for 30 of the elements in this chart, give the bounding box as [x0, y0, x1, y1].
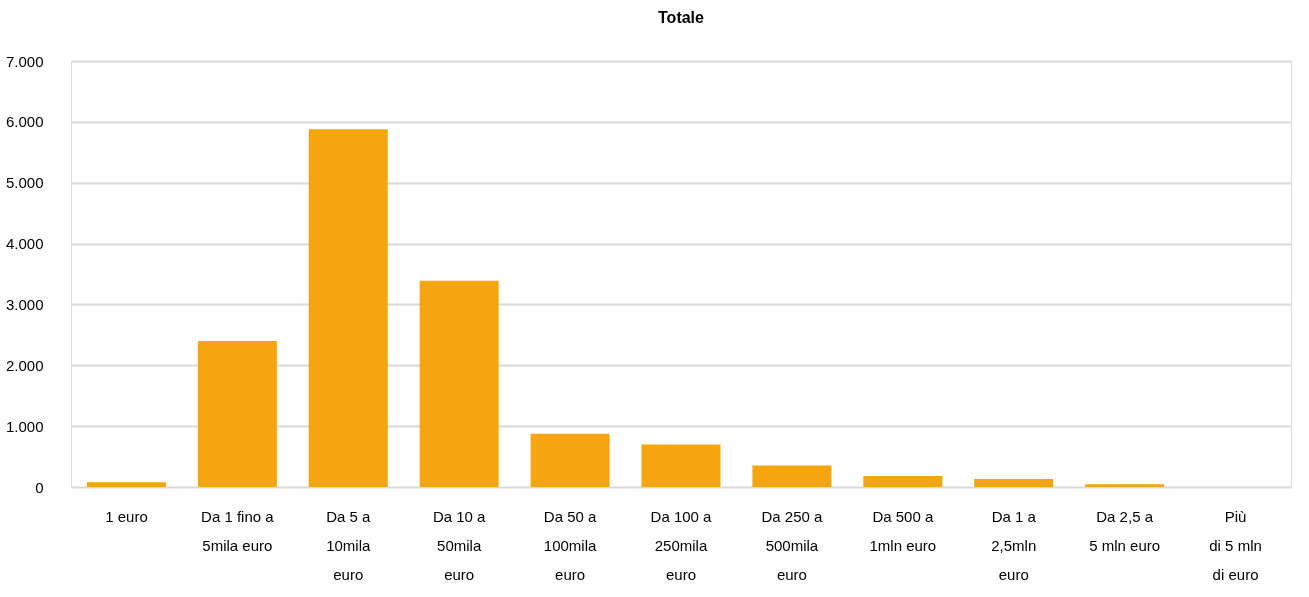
y-tick-label: 1.000 [5, 417, 44, 435]
x-tick-label: Da 1 a 2,5mln euro [991, 507, 1037, 583]
bar [308, 129, 388, 487]
y-tick-label: 3.000 [5, 295, 44, 313]
bar [419, 280, 499, 487]
y-tick-label: 0 [35, 478, 44, 496]
chart-title: Totale [658, 9, 705, 26]
bar [530, 433, 610, 487]
x-tick-label: Da 100 a 250mila euro [650, 507, 713, 583]
bar [197, 340, 277, 487]
x-tick-label: Da 5 a 10mila euro [326, 507, 372, 583]
y-tick-label: 5.000 [5, 174, 44, 192]
bar [1085, 484, 1165, 487]
x-tick-label: Più di 5 mln di euro [1209, 507, 1262, 583]
bar [974, 479, 1054, 487]
x-tick-label: Da 50 a 100mila euro [543, 507, 598, 583]
bar [752, 465, 832, 487]
bar [86, 482, 166, 487]
y-tick-label: 4.000 [5, 235, 44, 253]
bar [641, 444, 721, 487]
y-tick-label: 6.000 [5, 113, 44, 131]
bar [863, 476, 943, 487]
x-tick-label: Da 250 a 500mila euro [761, 507, 823, 583]
x-tick-label: Da 10 a 50mila euro [432, 507, 487, 583]
x-tick-label: Da 2,5 a 5 mln euro [1089, 507, 1161, 554]
x-tick-label: 1 euro [105, 507, 148, 525]
x-tick-label: Da 500 a 1mln euro [869, 507, 937, 554]
y-tick-label: 7.000 [5, 52, 44, 70]
x-tick-label: Da 1 fino a 5mila euro [201, 507, 275, 554]
y-tick-label: 2.000 [5, 356, 44, 374]
